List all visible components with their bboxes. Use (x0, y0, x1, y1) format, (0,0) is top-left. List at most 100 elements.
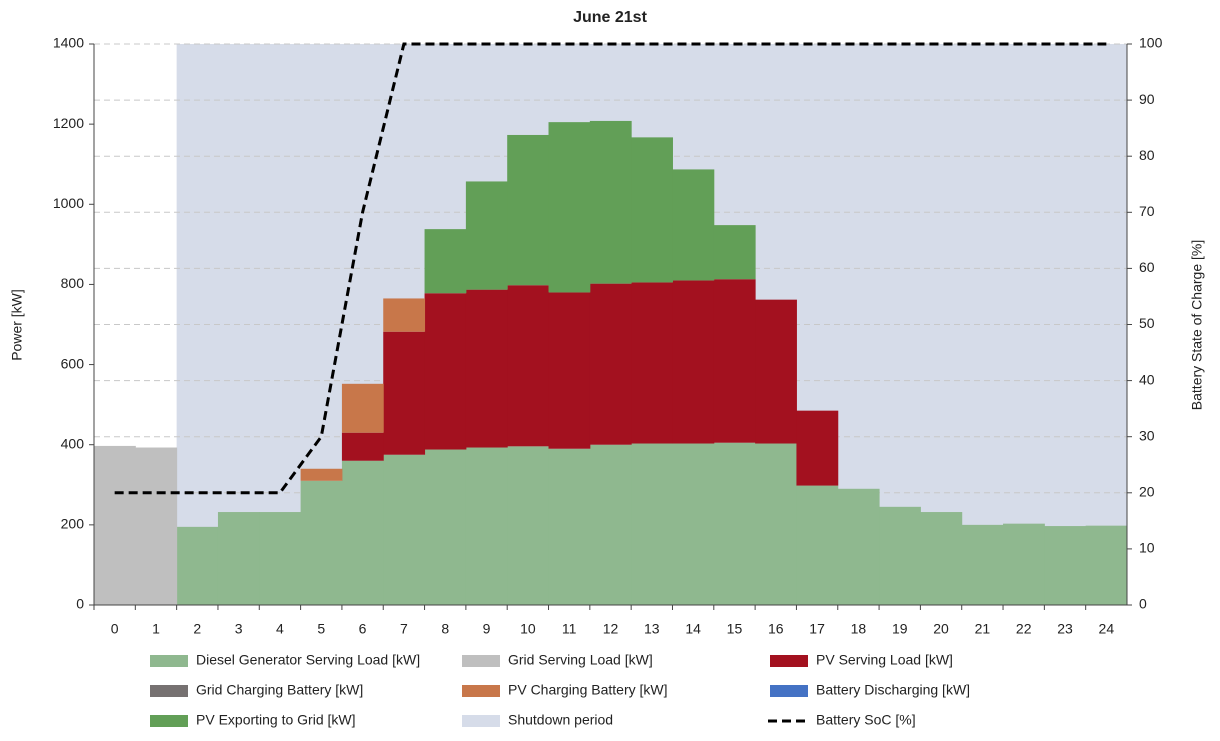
legend-label: Grid Serving Load [kW] (508, 652, 653, 668)
y2-tick-label: 50 (1139, 315, 1155, 331)
x-tick-label: 22 (1016, 621, 1032, 637)
area-step (1003, 523, 1045, 605)
x-tick-label: 24 (1099, 621, 1115, 637)
x-tick-label: 11 (562, 621, 577, 637)
legend-label: Battery Discharging [kW] (816, 682, 970, 698)
y-tick-label: 1200 (53, 115, 84, 131)
y-tick-label: 1000 (53, 195, 84, 211)
area-step (713, 442, 756, 605)
area-step (796, 410, 839, 486)
legend-swatch (150, 685, 188, 697)
area-step (217, 512, 260, 605)
y2-tick-label: 10 (1139, 540, 1155, 556)
area-step (341, 383, 384, 433)
legend-label: Battery SoC [%] (816, 712, 916, 728)
x-tick-label: 17 (809, 621, 825, 637)
x-tick-label: 21 (975, 621, 991, 637)
area-step (548, 448, 591, 605)
y2-tick-label: 90 (1139, 91, 1155, 107)
area-step (672, 169, 715, 281)
y2-tick-label: 100 (1139, 35, 1163, 51)
x-tick-label: 3 (235, 621, 243, 637)
area-step (713, 225, 756, 280)
area-step (507, 446, 550, 605)
legend-swatch (770, 655, 808, 667)
y-tick-label: 400 (61, 435, 85, 451)
x-tick-label: 9 (483, 621, 491, 637)
area-step (465, 289, 508, 448)
x-tick-label: 10 (520, 621, 536, 637)
area-step (589, 444, 632, 605)
area-step (341, 460, 384, 605)
legend-swatch (462, 685, 500, 697)
area-step (507, 285, 550, 447)
area-step (837, 488, 880, 605)
x-tick-label: 23 (1057, 621, 1073, 637)
legend-label: PV Serving Load [kW] (816, 652, 953, 668)
soc-line (114, 42, 1107, 495)
legend-swatch (770, 685, 808, 697)
x-tick-label: 19 (892, 621, 908, 637)
x-tick-label: 2 (193, 621, 201, 637)
y-tick-label: 0 (76, 596, 84, 612)
x-tick-label: 20 (933, 621, 949, 637)
area-step (879, 506, 921, 605)
y-tick-label: 600 (61, 355, 85, 371)
x-tick-label: 0 (111, 621, 119, 637)
area-step (589, 120, 632, 284)
area-step (631, 443, 673, 605)
x-tick-label: 1 (152, 621, 160, 637)
area-step (259, 512, 302, 605)
area-step (961, 524, 1004, 605)
area-step (672, 443, 715, 605)
x-tick-label: 5 (317, 621, 325, 637)
y-tick-label: 1400 (53, 35, 84, 51)
area-step (94, 445, 136, 605)
y2-tick-label: 40 (1139, 371, 1155, 387)
y2-tick-label: 20 (1139, 484, 1155, 500)
x-tick-label: 7 (400, 621, 408, 637)
area-step (755, 299, 797, 444)
x-tick-label: 14 (685, 621, 701, 637)
area-step (1085, 525, 1128, 605)
chart-title: June 21st (573, 9, 647, 26)
y2-tick-label: 0 (1139, 596, 1147, 612)
area-step (672, 280, 715, 444)
area-step (424, 229, 467, 294)
area-step (548, 122, 591, 293)
x-tick-label: 12 (603, 621, 619, 637)
area-step (1044, 526, 1087, 605)
x-tick-label: 16 (768, 621, 784, 637)
x-tick-label: 15 (727, 621, 743, 637)
area-step (176, 526, 219, 605)
area-step (465, 447, 508, 605)
area-step (383, 331, 426, 455)
area-step (424, 293, 467, 450)
area-step (300, 468, 343, 481)
y2-tick-label: 30 (1139, 427, 1155, 443)
area-step (589, 283, 632, 445)
area-step (631, 282, 673, 444)
legend-label: Diesel Generator Serving Load [kW] (196, 652, 420, 668)
x-tick-label: 8 (441, 621, 449, 637)
x-tick-label: 18 (851, 621, 867, 637)
y2-tick-label: 60 (1139, 259, 1155, 275)
area-step (796, 485, 839, 605)
legend-label: PV Exporting to Grid [kW] (196, 712, 356, 728)
area-step (135, 447, 178, 605)
area-step (548, 292, 591, 449)
legend-swatch (462, 655, 500, 667)
x-tick-label: 13 (644, 621, 660, 637)
area-step (755, 443, 797, 605)
y-axis-title: Power [kW] (9, 289, 25, 361)
area-step (383, 454, 426, 605)
area-step (465, 181, 508, 290)
legend-swatch (150, 655, 188, 667)
area-step (920, 512, 963, 605)
legend-label: Shutdown period (508, 712, 613, 728)
y2-tick-label: 80 (1139, 147, 1155, 163)
legend-swatch (462, 715, 500, 727)
legend-label: Grid Charging Battery [kW] (196, 682, 363, 698)
y2-axis-title: Battery State of Charge [%] (1189, 240, 1205, 410)
